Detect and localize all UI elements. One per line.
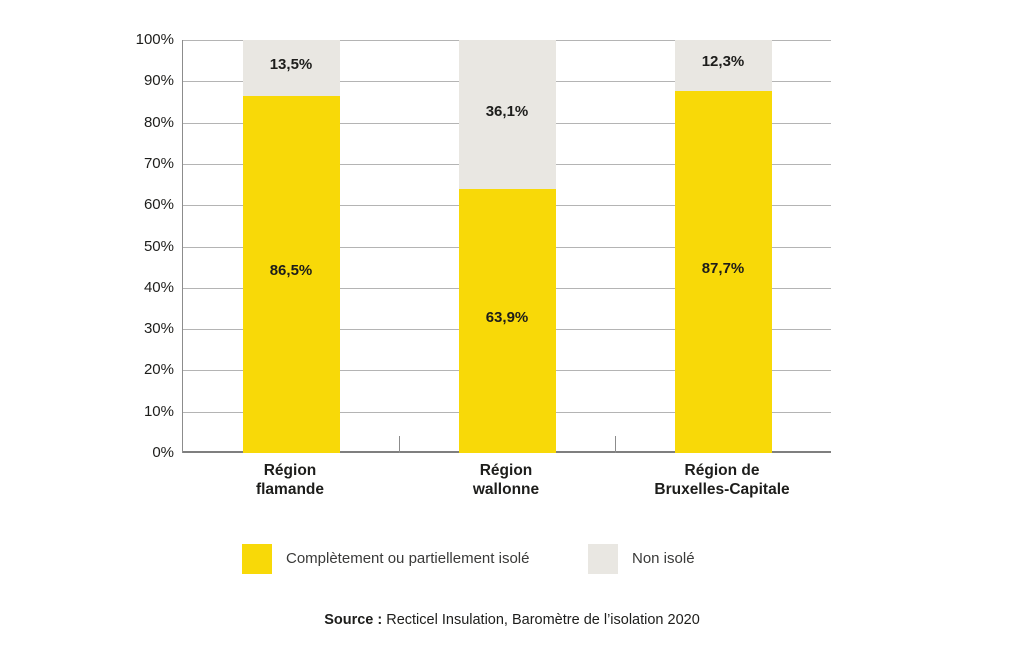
bar-value-label: 13,5% [269, 55, 313, 73]
y-tick-label: 0% [152, 444, 174, 461]
legend-swatch-icon [588, 543, 618, 574]
source-note: Source : Recticel Insulation, Baromètre … [0, 612, 1024, 628]
source-text: Recticel Insulation, Baromètre de l’isol… [382, 612, 700, 628]
bar-1-segment-1 [458, 40, 556, 190]
x-tick [399, 436, 400, 453]
legend-label: Complètement ou partiellement isolé [286, 550, 530, 567]
legend-swatch-icon [242, 543, 272, 574]
y-tick-label: 50% [143, 237, 174, 255]
legend-item-1: Non isolé [588, 543, 695, 574]
y-tick-label: 90% [143, 72, 174, 90]
y-tick-label: 10% [143, 402, 174, 420]
x-category-label: Région flamande [255, 462, 325, 498]
y-tick-label: 80% [143, 113, 174, 131]
y-tick-label: 20% [143, 361, 174, 379]
x-category-label: Région de Bruxelles-Capitale [654, 462, 790, 498]
legend-item-0: Complètement ou partiellement isolé [242, 543, 529, 574]
plot-area: 86,5% 13,5% 63,9% 36,1% 87,7% 12,3% [182, 40, 831, 453]
bar-value-label: 87,7% [701, 259, 745, 277]
bar-2-segment-0 [674, 90, 772, 453]
bar-value-label: 12,3% [701, 53, 745, 71]
bar-value-label: 36,1% [485, 102, 529, 120]
y-tick-label: 60% [143, 196, 174, 214]
y-tick-label: 40% [143, 278, 174, 296]
bar-0-segment-1 [242, 40, 340, 96]
x-category-label: Région wallonne [472, 462, 540, 498]
y-tick-label: 30% [143, 320, 174, 338]
y-tick-label: 70% [143, 154, 174, 172]
legend-label: Non isolé [632, 550, 695, 567]
x-tick [615, 436, 616, 453]
y-tick-label: 100% [135, 31, 174, 48]
bar-value-label: 86,5% [269, 262, 313, 280]
source-prefix: Source : [324, 612, 383, 628]
bar-0-segment-0 [242, 95, 340, 453]
bar-value-label: 63,9% [485, 309, 529, 327]
bar-1-segment-0 [458, 189, 556, 453]
bar-2-segment-1 [674, 40, 772, 91]
